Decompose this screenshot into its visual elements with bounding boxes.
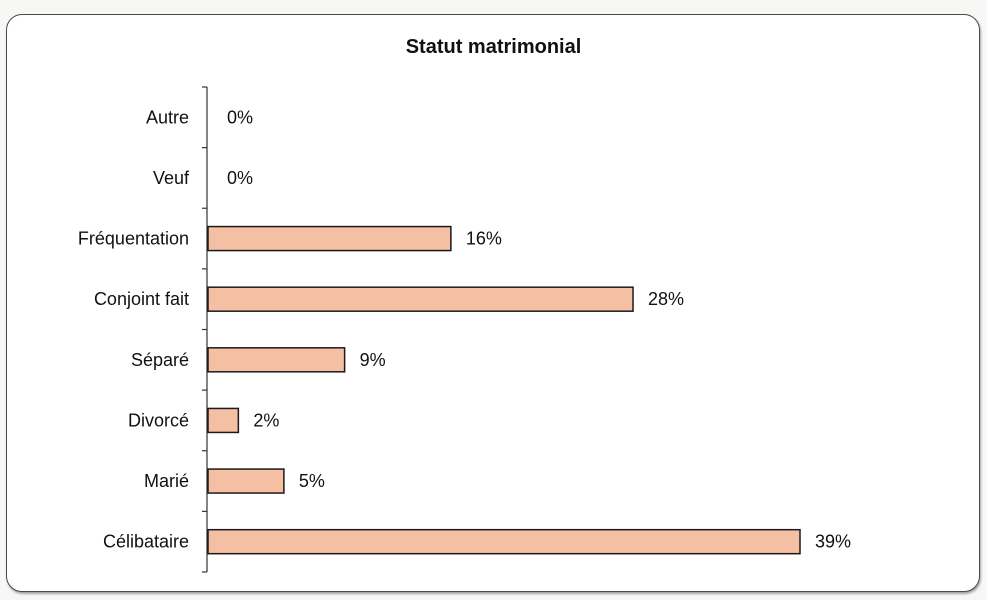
value-label: 5% <box>299 471 325 491</box>
labels-group: Autre 0% Veuf 0% Fréquentation 16% Conjoint fa… <box>78 107 851 551</box>
bar <box>207 225 452 252</box>
category-label: Divorcé <box>128 410 189 430</box>
value-label: 0% <box>227 168 253 188</box>
bar <box>207 286 634 312</box>
bar <box>207 407 240 434</box>
category-label: Veuf <box>153 168 190 188</box>
bar <box>207 347 346 373</box>
category-label: Séparé <box>131 350 189 370</box>
bars-group <box>207 225 801 555</box>
bar <box>207 468 285 494</box>
value-label: 9% <box>360 350 386 370</box>
category-label: Autre <box>146 107 189 127</box>
value-label: 16% <box>466 229 502 249</box>
value-label: 39% <box>815 532 851 552</box>
category-label: Célibataire <box>103 532 189 552</box>
value-label: 28% <box>648 289 684 309</box>
value-label: 2% <box>253 410 279 430</box>
bar <box>207 528 801 555</box>
category-label: Fréquentation <box>78 229 189 249</box>
value-label: 0% <box>227 107 253 127</box>
category-label: Conjoint fait <box>94 289 189 309</box>
y-axis-group <box>202 86 208 573</box>
chart-title: Statut matrimonial <box>405 36 582 58</box>
category-label: Marié <box>144 471 189 491</box>
